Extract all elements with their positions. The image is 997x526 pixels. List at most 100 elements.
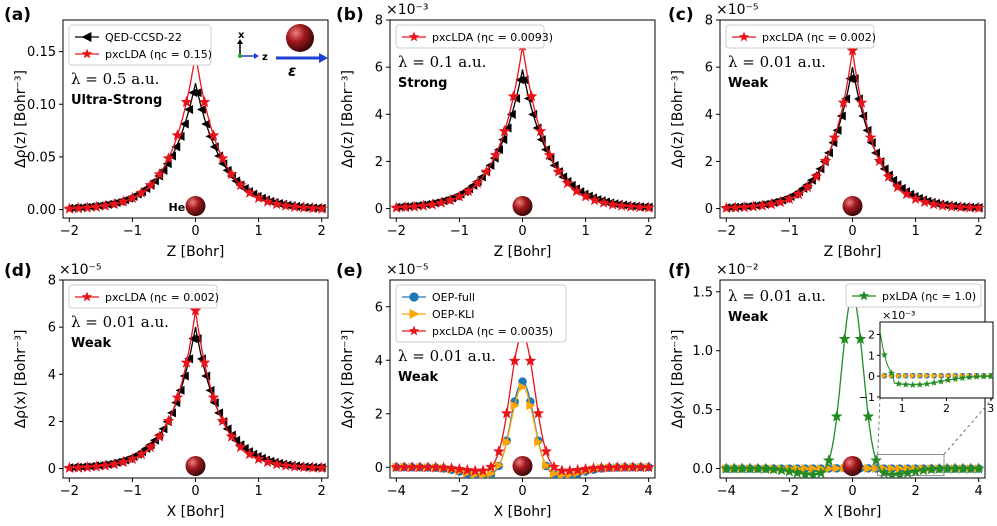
data-point [117, 195, 130, 207]
y-tick-label: 0.05 [27, 150, 56, 165]
data-point [744, 462, 756, 474]
z-axis-icon-label: z [262, 52, 268, 63]
data-point [453, 462, 466, 475]
data-point [216, 152, 229, 164]
data-point [747, 200, 760, 212]
data-point [507, 90, 520, 102]
data-point [838, 332, 851, 344]
data-point [900, 188, 913, 200]
data-point [225, 168, 238, 180]
data-point [234, 441, 247, 453]
data-point [207, 391, 220, 403]
inset-x-tick-label: 3 [987, 402, 994, 415]
legend-frame [395, 284, 567, 343]
y-tick-label: 2 [705, 155, 713, 170]
data-point [801, 464, 811, 474]
data-point [414, 461, 426, 473]
data-point [902, 380, 910, 388]
data-point [815, 466, 827, 478]
data-point [542, 460, 552, 470]
data-point [881, 372, 888, 379]
legend-label: QED-CCSD-22 [105, 31, 182, 44]
data-point [606, 198, 619, 210]
data-point [243, 448, 256, 460]
x-tick-label: 4 [645, 484, 653, 499]
data-point [799, 468, 812, 478]
y-tick-label: 2 [375, 407, 383, 422]
z-arrow-head [254, 53, 259, 59]
legend-marker [858, 290, 870, 301]
data-point [837, 96, 850, 108]
data-point [99, 199, 112, 211]
data-point [510, 401, 520, 411]
legend-marker [81, 48, 93, 59]
legend-marker [409, 292, 419, 302]
data-point [595, 461, 608, 473]
y-tick-label: 4 [375, 354, 383, 369]
inset-y-tick-label: −1 [859, 391, 875, 404]
legend-label: pxcLDA (ηc = 0.002) [105, 291, 219, 304]
y-axis-label: Δρ(x) [Bohr⁻³] [670, 330, 686, 429]
x-tick-label: 1 [911, 224, 919, 239]
data-point [615, 199, 628, 211]
y-axis-label: Δρ(z) [Bohr⁻³] [340, 70, 356, 168]
data-point [738, 201, 751, 213]
legend-frame [845, 283, 982, 308]
data-point [633, 201, 646, 213]
data-point [954, 201, 967, 213]
data-point [471, 177, 484, 189]
x-tick-label: 0 [518, 484, 526, 499]
data-point [870, 454, 883, 466]
data-point [63, 202, 76, 214]
data-point [81, 201, 94, 213]
y-tick-label: 0.0 [692, 462, 713, 477]
data-point [944, 376, 952, 384]
legend-marker [408, 31, 420, 42]
data-point [480, 165, 493, 177]
x-tick-label: 2 [911, 484, 919, 499]
panel-label: (a) [4, 5, 31, 25]
y-tick-label: 0.10 [27, 98, 56, 113]
y-tick-label: 6 [48, 321, 56, 336]
y-exponent: ×10⁻⁵ [716, 2, 759, 18]
data-point [171, 129, 184, 141]
data-point [548, 460, 560, 472]
legend: OEP-full OEP-KLI pxcLDA (ηc = 0.0035) [395, 284, 567, 343]
legend-marker [409, 309, 420, 319]
data-point [783, 192, 796, 204]
data-point [279, 459, 292, 471]
helium-atom [512, 456, 533, 476]
data-point [506, 109, 516, 119]
panel-label: (f) [668, 261, 691, 281]
data-point [886, 468, 898, 478]
helium-sphere-icon [286, 24, 314, 52]
y-tick-label: 0.15 [27, 45, 56, 60]
inset-exponent: ×10⁻³ [882, 309, 915, 322]
y-exponent: ×10⁻⁵ [59, 262, 102, 278]
data-point [909, 381, 917, 388]
data-point [426, 198, 439, 210]
data-point [534, 125, 547, 137]
data-point [945, 200, 958, 212]
data-point [252, 191, 265, 203]
data-point [406, 461, 418, 473]
legend-frame [725, 24, 875, 49]
x-tick-label: 0 [191, 484, 199, 499]
data-point [306, 202, 319, 214]
data-point [63, 461, 76, 473]
data-point [90, 200, 103, 212]
data-point [489, 149, 502, 161]
y-tick-label: 1.5 [692, 285, 713, 300]
y-axis-label: Δρ(z) [Bohr⁻³] [13, 70, 29, 168]
data-point [422, 461, 434, 473]
x-axis-icon-label: x [238, 30, 245, 41]
data-point [918, 195, 931, 208]
legend-label: pxcLDA (ηc = 0.15) [105, 48, 212, 61]
data-point [952, 372, 959, 379]
y-tick-label: 6 [375, 300, 383, 315]
data-point [192, 88, 202, 98]
data-point [126, 191, 139, 203]
data-point [492, 445, 505, 457]
data-point [166, 151, 176, 161]
data-point [964, 462, 977, 474]
